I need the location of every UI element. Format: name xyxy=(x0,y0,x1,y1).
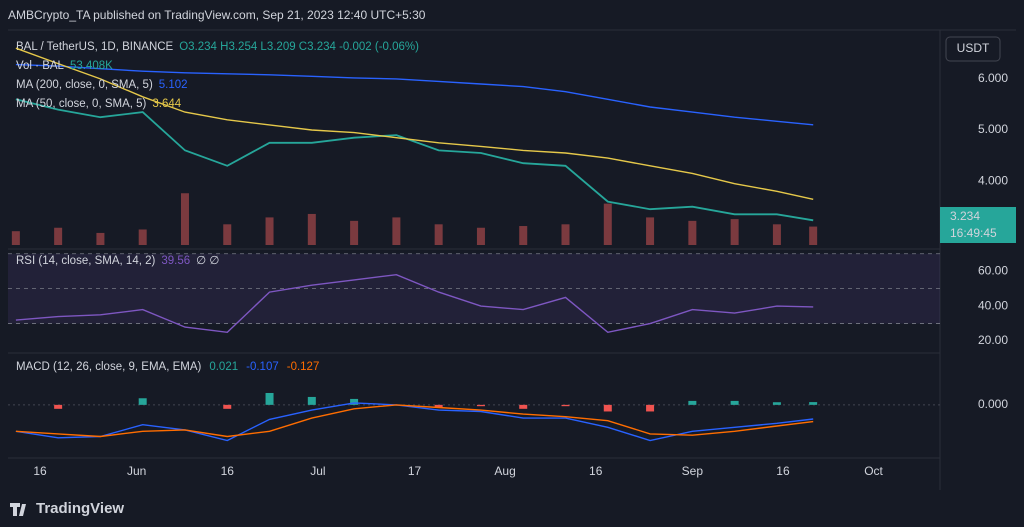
y-tick-label: 60.00 xyxy=(978,263,1008,277)
x-tick-label: 17 xyxy=(408,464,422,478)
legend: MACD (12, 26, close, 9, EMA, EMA) 0.021 -0… xyxy=(16,361,319,373)
histogram-bar xyxy=(223,404,232,409)
legend-name: MA (200, close, 0, SMA, 5) xyxy=(16,79,153,91)
volume-bar xyxy=(265,217,274,245)
y-tick-label: 4.000 xyxy=(978,173,1008,187)
volume-bar xyxy=(11,231,20,245)
y-tick-label: 5.000 xyxy=(978,122,1008,136)
volume-bar xyxy=(54,227,63,245)
volume-bar xyxy=(392,217,401,245)
legend-value: 3.644 xyxy=(152,98,181,110)
currency-label[interactable]: USDT xyxy=(957,41,990,55)
volume-bar xyxy=(809,226,818,245)
legend-row: Vol · BAL 53.408K xyxy=(16,60,113,72)
x-tick-label: Sep xyxy=(682,464,704,478)
currency-button[interactable] xyxy=(945,36,1001,62)
y-tick-label: 40.00 xyxy=(978,298,1008,312)
x-tick-label: 16 xyxy=(33,464,47,478)
histogram-bar xyxy=(265,392,274,405)
series-line xyxy=(15,402,814,442)
histogram-bar xyxy=(138,398,147,405)
legend-value: 39.56 xyxy=(161,255,190,267)
volume-bar xyxy=(688,220,697,245)
legend-title: RSI (14, close, SMA, 14, 2) xyxy=(16,255,156,267)
x-tick-label: Jun xyxy=(127,464,146,478)
last-price: 3.234 xyxy=(950,209,980,223)
legend-value: 53.408K xyxy=(70,60,113,72)
volume-bar xyxy=(434,224,443,245)
x-tick-label: 16 xyxy=(776,464,790,478)
histogram-bar xyxy=(519,404,528,409)
publisher: AMBCrypto_TA published on TradingView.co… xyxy=(8,8,426,22)
legend-title: MACD (12, 26, close, 9, EMA, EMA) xyxy=(16,361,202,373)
legend-value: 0.021 xyxy=(209,361,238,373)
price-tag xyxy=(940,207,1016,243)
volume-bar xyxy=(561,224,570,245)
volume-bar xyxy=(476,227,485,245)
histogram-bar xyxy=(307,396,316,405)
histogram-bar xyxy=(434,404,443,408)
series-line xyxy=(15,273,814,334)
y-tick-label: 0.000 xyxy=(978,397,1008,411)
legend-suffix: ∅ ∅ xyxy=(196,255,219,267)
histogram-bar xyxy=(603,404,612,412)
x-tick-label: 16 xyxy=(589,464,603,478)
legend-row: MA (50, close, 0, SMA, 5) 3.644 xyxy=(16,98,182,110)
volume-bar xyxy=(96,232,105,245)
y-tick-label: 6.000 xyxy=(978,71,1008,85)
legend-value: -0.107 xyxy=(246,361,279,373)
y-tick-label: 20.00 xyxy=(978,333,1008,347)
ohlc: O3.234 H3.254 L3.209 C3.234 -0.002 (-0.0… xyxy=(179,41,419,53)
countdown: 16:49:45 xyxy=(950,226,997,240)
series-line xyxy=(15,47,814,200)
volume-bar xyxy=(730,219,739,245)
x-tick-label: Oct xyxy=(864,464,883,478)
histogram-bar xyxy=(646,404,655,412)
histogram-bar xyxy=(54,404,63,409)
volume-bar xyxy=(603,203,612,245)
legend: BAL / TetherUS, 1D, BINANCE O3.234 H3.254… xyxy=(16,41,419,53)
volume-bar xyxy=(223,224,232,245)
volume-bar xyxy=(138,229,147,245)
x-tick-label: Aug xyxy=(494,464,515,478)
volume-bar xyxy=(307,213,316,245)
legend-row: MA (200, close, 0, SMA, 5) 5.102 xyxy=(16,79,188,91)
legend-name: Vol · BAL xyxy=(16,60,65,72)
legend-title: BAL / TetherUS, 1D, BINANCE xyxy=(16,41,174,53)
x-tick-label: Jul xyxy=(310,464,325,478)
legend: RSI (14, close, SMA, 14, 2) 39.56 ∅ ∅ xyxy=(16,255,219,267)
histogram-bar xyxy=(476,404,485,407)
legend-value: 5.102 xyxy=(159,79,188,91)
histogram-bar xyxy=(730,400,739,405)
legend-name: MA (50, close, 0, SMA, 5) xyxy=(16,98,147,110)
volume-bar xyxy=(646,217,655,245)
histogram-bar xyxy=(809,402,818,405)
volume-bar xyxy=(350,220,359,245)
series-line xyxy=(15,63,814,126)
legend-value: -0.127 xyxy=(287,361,320,373)
volume-bar xyxy=(519,226,528,245)
footer: TradingView xyxy=(36,500,124,517)
histogram-bar xyxy=(772,402,781,405)
x-tick-label: 16 xyxy=(221,464,235,478)
histogram-bar xyxy=(688,400,697,405)
series-line xyxy=(15,404,814,438)
series-line xyxy=(15,98,814,222)
volume-bar xyxy=(180,193,189,245)
logo xyxy=(10,503,26,516)
volume-bar xyxy=(772,224,781,245)
histogram-bar xyxy=(561,404,570,407)
histogram-bar xyxy=(350,398,359,405)
